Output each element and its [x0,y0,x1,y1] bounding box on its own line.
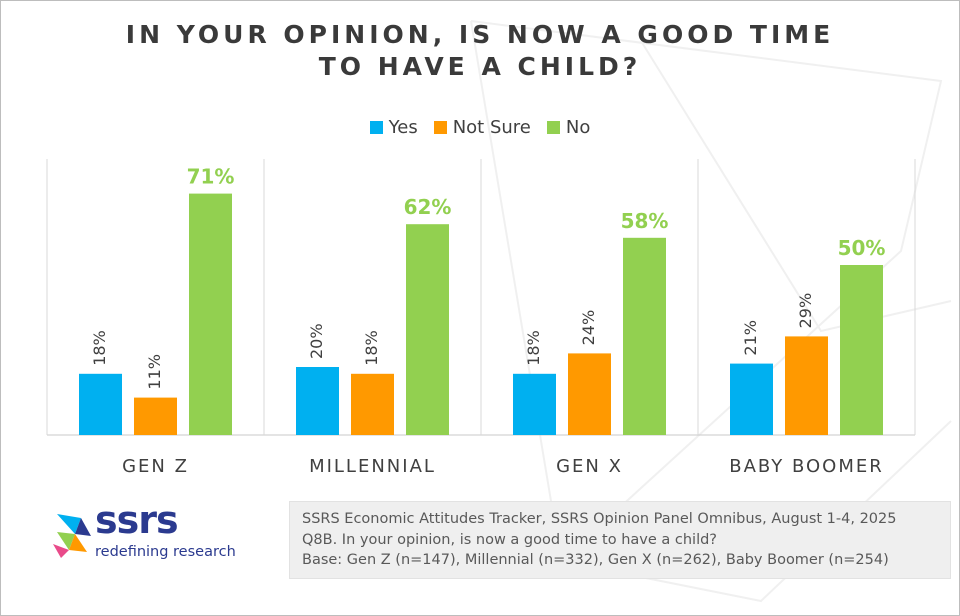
bar-not-sure [785,336,828,435]
bar-yes [730,363,773,435]
bar-not-sure [351,373,394,435]
chart-title-line1: IN YOUR OPINION, IS NOW A GOOD TIME [125,20,835,49]
data-label: 11% [145,354,164,390]
data-label: 20% [307,323,326,359]
data-label: 71% [187,165,235,189]
bar-no [189,193,232,435]
category-label: MILLENNIAL [309,456,436,477]
bar-yes [296,367,339,435]
category-label: BABY BOOMER [729,456,884,477]
bar-not-sure [568,353,611,435]
bar-no [840,265,883,435]
logo-tagline: redefining research [95,544,236,560]
data-label: 24% [579,310,598,346]
ssrs-logo-mark-icon [53,514,91,558]
legend-swatch [433,121,447,134]
legend-swatch [546,121,560,134]
category-label: GEN Z [122,456,189,477]
chart-legend: Yes Not Sure No [1,117,959,138]
chart-title-line2: TO HAVE A CHILD? [318,52,642,81]
legend-item-yes: Yes [369,117,418,138]
bar-yes [513,373,556,435]
data-label: 18% [90,330,109,366]
source-line-1: SSRS Economic Attitudes Tracker, SSRS Op… [302,511,897,527]
data-label: 58% [621,209,669,233]
legend-label: Not Sure [452,117,531,138]
legend-item-no: No [546,117,591,138]
source-line-2: Q8B. In your opinion, is now a good time… [302,531,718,548]
bar-no [406,224,449,435]
bar-chart: 18% 11% 71% GEN Z 20% 18% 62% MILLENNIAL 18% 24% 5… [46,159,916,477]
legend-item-not-sure: Not Sure [433,117,531,138]
legend-swatch [369,121,383,134]
bar-no [623,237,666,435]
chart-title: IN YOUR OPINION, IS NOW A GOOD TIME TO H… [1,19,959,83]
source-line-3: Base: Gen Z (n=147), Millennial (n=332),… [302,552,889,568]
logo-wordmark: ssrs [95,498,179,542]
legend-label: Yes [388,117,418,138]
legend-label: No [565,117,591,138]
bar-yes [79,373,122,435]
bar-not-sure [134,397,177,435]
ssrs-logo: ssrs redefining research [51,498,236,570]
data-label: 29% [796,293,815,329]
data-label: 18% [524,330,543,366]
data-label: 62% [404,195,452,219]
data-label: 18% [362,330,381,366]
category-label: GEN X [556,456,623,477]
data-label: 50% [838,236,886,260]
source-note: SSRS Economic Attitudes Tracker, SSRS Op… [289,501,951,579]
data-label: 21% [741,320,760,356]
